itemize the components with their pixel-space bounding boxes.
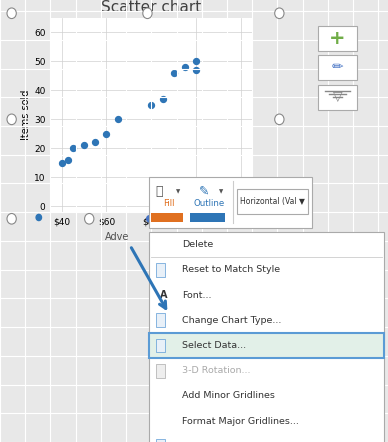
Point [159,95,166,103]
Point [171,69,177,76]
Point [59,159,65,166]
Circle shape [275,114,284,125]
Point [114,116,121,123]
Text: Font...: Font... [182,290,212,300]
Text: Horizontal (Val ▼: Horizontal (Val ▼ [240,197,305,206]
FancyBboxPatch shape [149,232,384,442]
FancyBboxPatch shape [149,177,312,228]
Text: Add Minor Gridlines: Add Minor Gridlines [182,391,275,400]
Text: Outline: Outline [194,199,225,208]
Text: ▽: ▽ [333,90,342,103]
Circle shape [275,213,284,224]
FancyBboxPatch shape [151,213,183,222]
Point [65,156,71,164]
Circle shape [7,8,16,19]
Text: ⛽: ⛽ [155,185,163,198]
Circle shape [147,216,152,222]
FancyBboxPatch shape [156,439,165,442]
Circle shape [275,8,284,19]
Text: Change Chart Type...: Change Chart Type... [182,316,282,325]
Text: Fill: Fill [163,199,175,208]
FancyBboxPatch shape [156,263,165,277]
Text: 3-D Rotation...: 3-D Rotation... [182,366,251,375]
FancyBboxPatch shape [318,55,357,80]
Text: Adve: Adve [105,232,129,242]
Text: ✏: ✏ [332,60,343,74]
FancyArrowPatch shape [132,248,166,309]
Text: Reset to Match Style: Reset to Match Style [182,265,281,274]
Text: Format Major Gridlines...: Format Major Gridlines... [182,416,299,426]
Text: Select Data...: Select Data... [182,341,246,350]
Y-axis label: Items sold: Items sold [21,90,31,140]
FancyBboxPatch shape [156,313,165,327]
FancyBboxPatch shape [237,189,308,214]
Text: +: + [329,29,346,48]
FancyBboxPatch shape [156,364,165,377]
FancyBboxPatch shape [318,85,357,110]
Text: A: A [159,290,167,300]
FancyBboxPatch shape [149,333,384,358]
FancyBboxPatch shape [156,339,165,352]
Point [193,66,199,73]
FancyBboxPatch shape [318,26,357,51]
Text: ▼: ▼ [219,189,223,194]
Title: Scatter chart: Scatter chart [101,0,201,15]
Text: Delete: Delete [182,240,214,249]
Text: ✎: ✎ [198,185,209,198]
Text: ▼: ▼ [177,189,180,194]
Point [103,130,109,137]
Point [193,58,199,65]
Point [81,142,87,149]
Point [148,101,154,108]
Circle shape [143,8,152,19]
Point [70,145,76,152]
Circle shape [85,213,94,224]
FancyBboxPatch shape [190,213,225,222]
Point [182,64,188,71]
Point [92,139,99,146]
Circle shape [7,213,16,224]
Circle shape [36,214,42,221]
Circle shape [7,114,16,125]
